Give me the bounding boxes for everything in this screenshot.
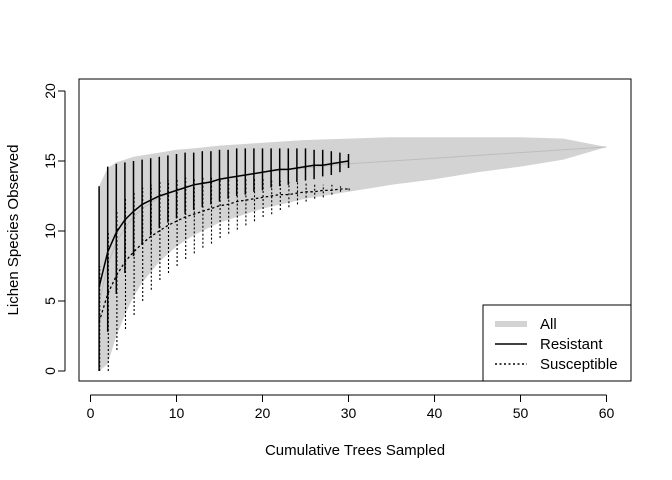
legend-label-all: All [540,316,557,333]
y-tick-label: 5 [42,297,58,305]
y-tick-label: 10 [42,223,58,239]
y-tick-label: 20 [42,83,58,99]
all-confidence-band [99,137,607,371]
y-tick-label: 15 [42,153,58,169]
x-tick-label: 10 [169,405,185,421]
axis-layer: 0 10 20 30 40 50 60 0 5 10 15 20 [42,83,614,421]
legend-box [482,304,632,382]
x-tick-label: 50 [513,405,529,421]
x-tick-label: 60 [599,405,615,421]
x-tick-label: 0 [87,405,95,421]
legend-label-susceptible: Susceptible [540,356,618,373]
x-tick-label: 20 [255,405,271,421]
legend-label-resistant: Resistant [540,336,603,353]
legend: All Resistant Susceptible [482,304,632,382]
x-axis-title: Cumulative Trees Sampled [265,442,445,459]
x-tick-label: 40 [427,405,443,421]
series-layer [98,148,350,371]
susceptible-mean-line [98,188,349,323]
plot-frame [78,78,632,382]
x-tick-label: 30 [341,405,357,421]
y-axis-title: Lichen Species Observed [5,145,22,316]
y-tick-label: 0 [42,367,58,375]
resistant-mean-line [98,160,349,288]
